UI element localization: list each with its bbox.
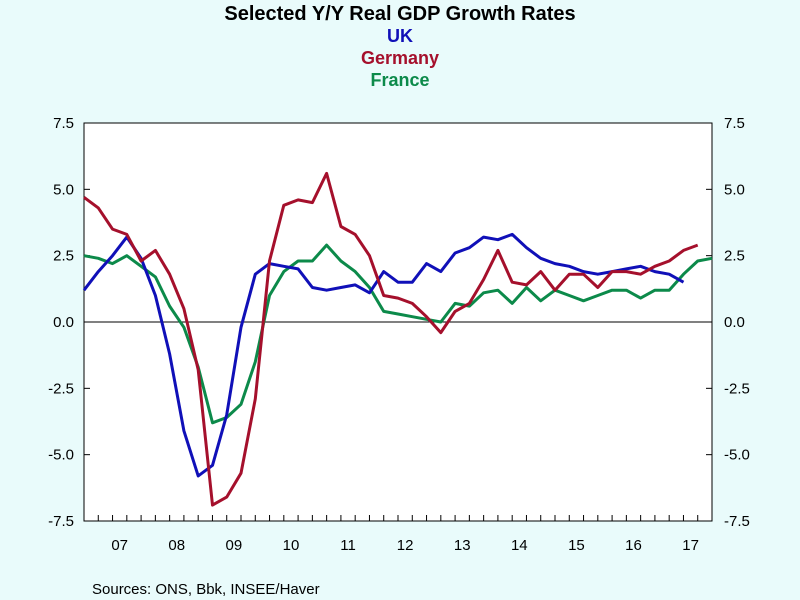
x-tick-label: 10 <box>283 537 300 554</box>
y-tick-label-left: 7.5 <box>53 115 74 132</box>
y-tick-label-right: -2.5 <box>724 380 750 397</box>
y-tick-label-right: -7.5 <box>724 513 750 530</box>
x-tick-label: 07 <box>111 537 128 554</box>
legend-france: France <box>370 70 429 90</box>
x-tick-label: 16 <box>625 537 642 554</box>
x-tick-label: 11 <box>340 537 356 554</box>
x-tick-label: 14 <box>511 537 528 554</box>
source-note: Sources: ONS, Bbk, INSEE/Haver <box>92 581 320 598</box>
series-line-germany <box>83 171 699 507</box>
y-tick-label-left: 0.0 <box>53 314 74 331</box>
y-tick-label-left: -7.5 <box>48 513 74 530</box>
y-tick-label-left: 5.0 <box>53 181 74 198</box>
y-tick-label-left: 2.5 <box>53 248 74 265</box>
y-tick-label-right: -5.0 <box>724 447 750 464</box>
legend-uk: UK <box>387 26 413 46</box>
y-tick-label-right: 5.0 <box>724 181 745 198</box>
chart-title: Selected Y/Y Real GDP Growth Rates <box>224 3 575 25</box>
y-tick-label-right: 7.5 <box>724 115 745 132</box>
y-tick-label-left: -2.5 <box>48 380 74 397</box>
x-tick-label: 12 <box>397 537 414 554</box>
x-tick-label: 08 <box>168 537 185 554</box>
legend-germany: Germany <box>361 48 439 68</box>
series-group <box>82 171 713 507</box>
x-tick-label: 09 <box>226 537 243 554</box>
y-axis: 7.5 7.5 5.0 5.0 2.5 2.5 0.0 0.0 -2.5 -2.5 -5.0 -5.0… <box>48 115 750 530</box>
x-tick-label: 13 <box>454 537 471 554</box>
x-tick-label: 15 <box>568 537 585 554</box>
y-tick-label-right: 2.5 <box>724 248 745 265</box>
series-line-france <box>83 243 713 425</box>
series-line-uk <box>82 232 685 478</box>
y-tick-label-left: -5.0 <box>48 447 74 464</box>
x-tick-label: 17 <box>682 537 699 554</box>
x-axis: 07 08 09 10 11 12 13 14 15 16 17 <box>83 515 713 554</box>
y-tick-label-right: 0.0 <box>724 314 745 331</box>
